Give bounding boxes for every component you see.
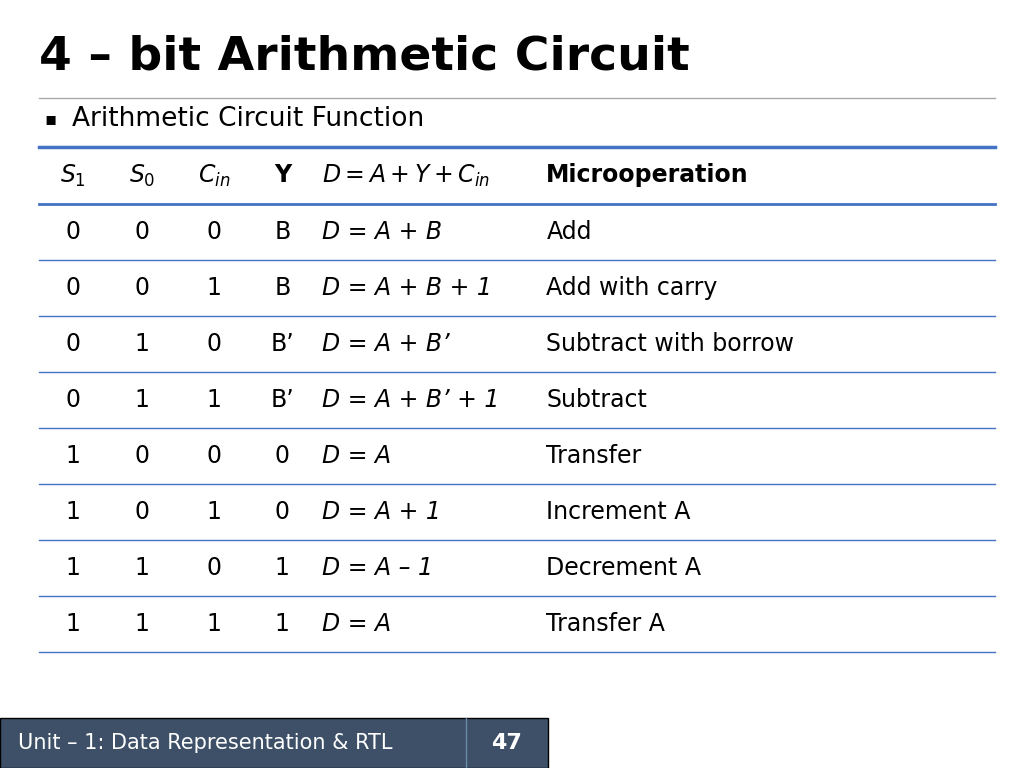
Text: D = A – 1: D = A – 1 [322, 556, 432, 580]
Text: D = A + B’: D = A + B’ [322, 332, 450, 356]
Text: B: B [274, 276, 291, 300]
Text: D = A + B: D = A + B [322, 220, 441, 243]
Text: 0: 0 [135, 500, 150, 524]
Text: $C_{in}$: $C_{in}$ [198, 162, 230, 189]
Text: 1: 1 [207, 612, 221, 636]
Text: Add: Add [547, 220, 592, 243]
Text: B’: B’ [270, 332, 294, 356]
Text: 0: 0 [66, 276, 81, 300]
Text: 1: 1 [135, 388, 150, 412]
Text: 0: 0 [274, 500, 290, 524]
Text: 0: 0 [274, 444, 290, 468]
Text: $S_1$: $S_1$ [60, 162, 86, 189]
Text: Add with carry: Add with carry [547, 276, 718, 300]
Text: 1: 1 [135, 332, 150, 356]
Text: B’: B’ [270, 388, 294, 412]
Text: Microoperation: Microoperation [547, 164, 749, 187]
Text: $S_0$: $S_0$ [129, 162, 156, 189]
Text: 1: 1 [274, 612, 290, 636]
Text: Transfer A: Transfer A [547, 612, 666, 636]
Text: 0: 0 [135, 444, 150, 468]
Text: Subtract with borrow: Subtract with borrow [547, 332, 795, 356]
Text: 1: 1 [66, 612, 81, 636]
Text: 1: 1 [207, 388, 221, 412]
Text: 0: 0 [66, 388, 81, 412]
Text: $D = A + Y + C_{in}$: $D = A + Y + C_{in}$ [322, 162, 489, 189]
Text: 1: 1 [135, 612, 150, 636]
Text: Decrement A: Decrement A [547, 556, 701, 580]
Text: Y: Y [273, 164, 291, 187]
Text: D = A + 1: D = A + 1 [322, 500, 440, 524]
Text: D = A + B’ + 1: D = A + B’ + 1 [322, 388, 499, 412]
Text: Unit – 1: Data Representation & RTL: Unit – 1: Data Representation & RTL [18, 733, 393, 753]
Text: 0: 0 [207, 332, 221, 356]
Text: 4 – bit Arithmetic Circuit: 4 – bit Arithmetic Circuit [39, 35, 689, 80]
Text: 1: 1 [66, 444, 81, 468]
Text: 0: 0 [66, 220, 81, 243]
Text: Subtract: Subtract [547, 388, 647, 412]
Text: 0: 0 [207, 220, 221, 243]
FancyBboxPatch shape [0, 718, 548, 768]
Text: Increment A: Increment A [547, 500, 691, 524]
Text: 0: 0 [135, 276, 150, 300]
Text: 0: 0 [135, 220, 150, 243]
Text: D = A: D = A [322, 444, 391, 468]
Text: D = A + B + 1: D = A + B + 1 [322, 276, 492, 300]
Text: 1: 1 [207, 500, 221, 524]
Text: 0: 0 [66, 332, 81, 356]
Text: 0: 0 [207, 556, 221, 580]
Text: 1: 1 [207, 276, 221, 300]
Text: 1: 1 [135, 556, 150, 580]
Text: Arithmetic Circuit Function: Arithmetic Circuit Function [72, 106, 424, 132]
Text: 1: 1 [66, 556, 81, 580]
Text: 1: 1 [274, 556, 290, 580]
Text: B: B [274, 220, 291, 243]
Text: 47: 47 [492, 733, 522, 753]
Text: 0: 0 [207, 444, 221, 468]
Text: ▪: ▪ [44, 110, 56, 128]
Text: D = A: D = A [322, 612, 391, 636]
Text: 1: 1 [66, 500, 81, 524]
Text: Transfer: Transfer [547, 444, 642, 468]
